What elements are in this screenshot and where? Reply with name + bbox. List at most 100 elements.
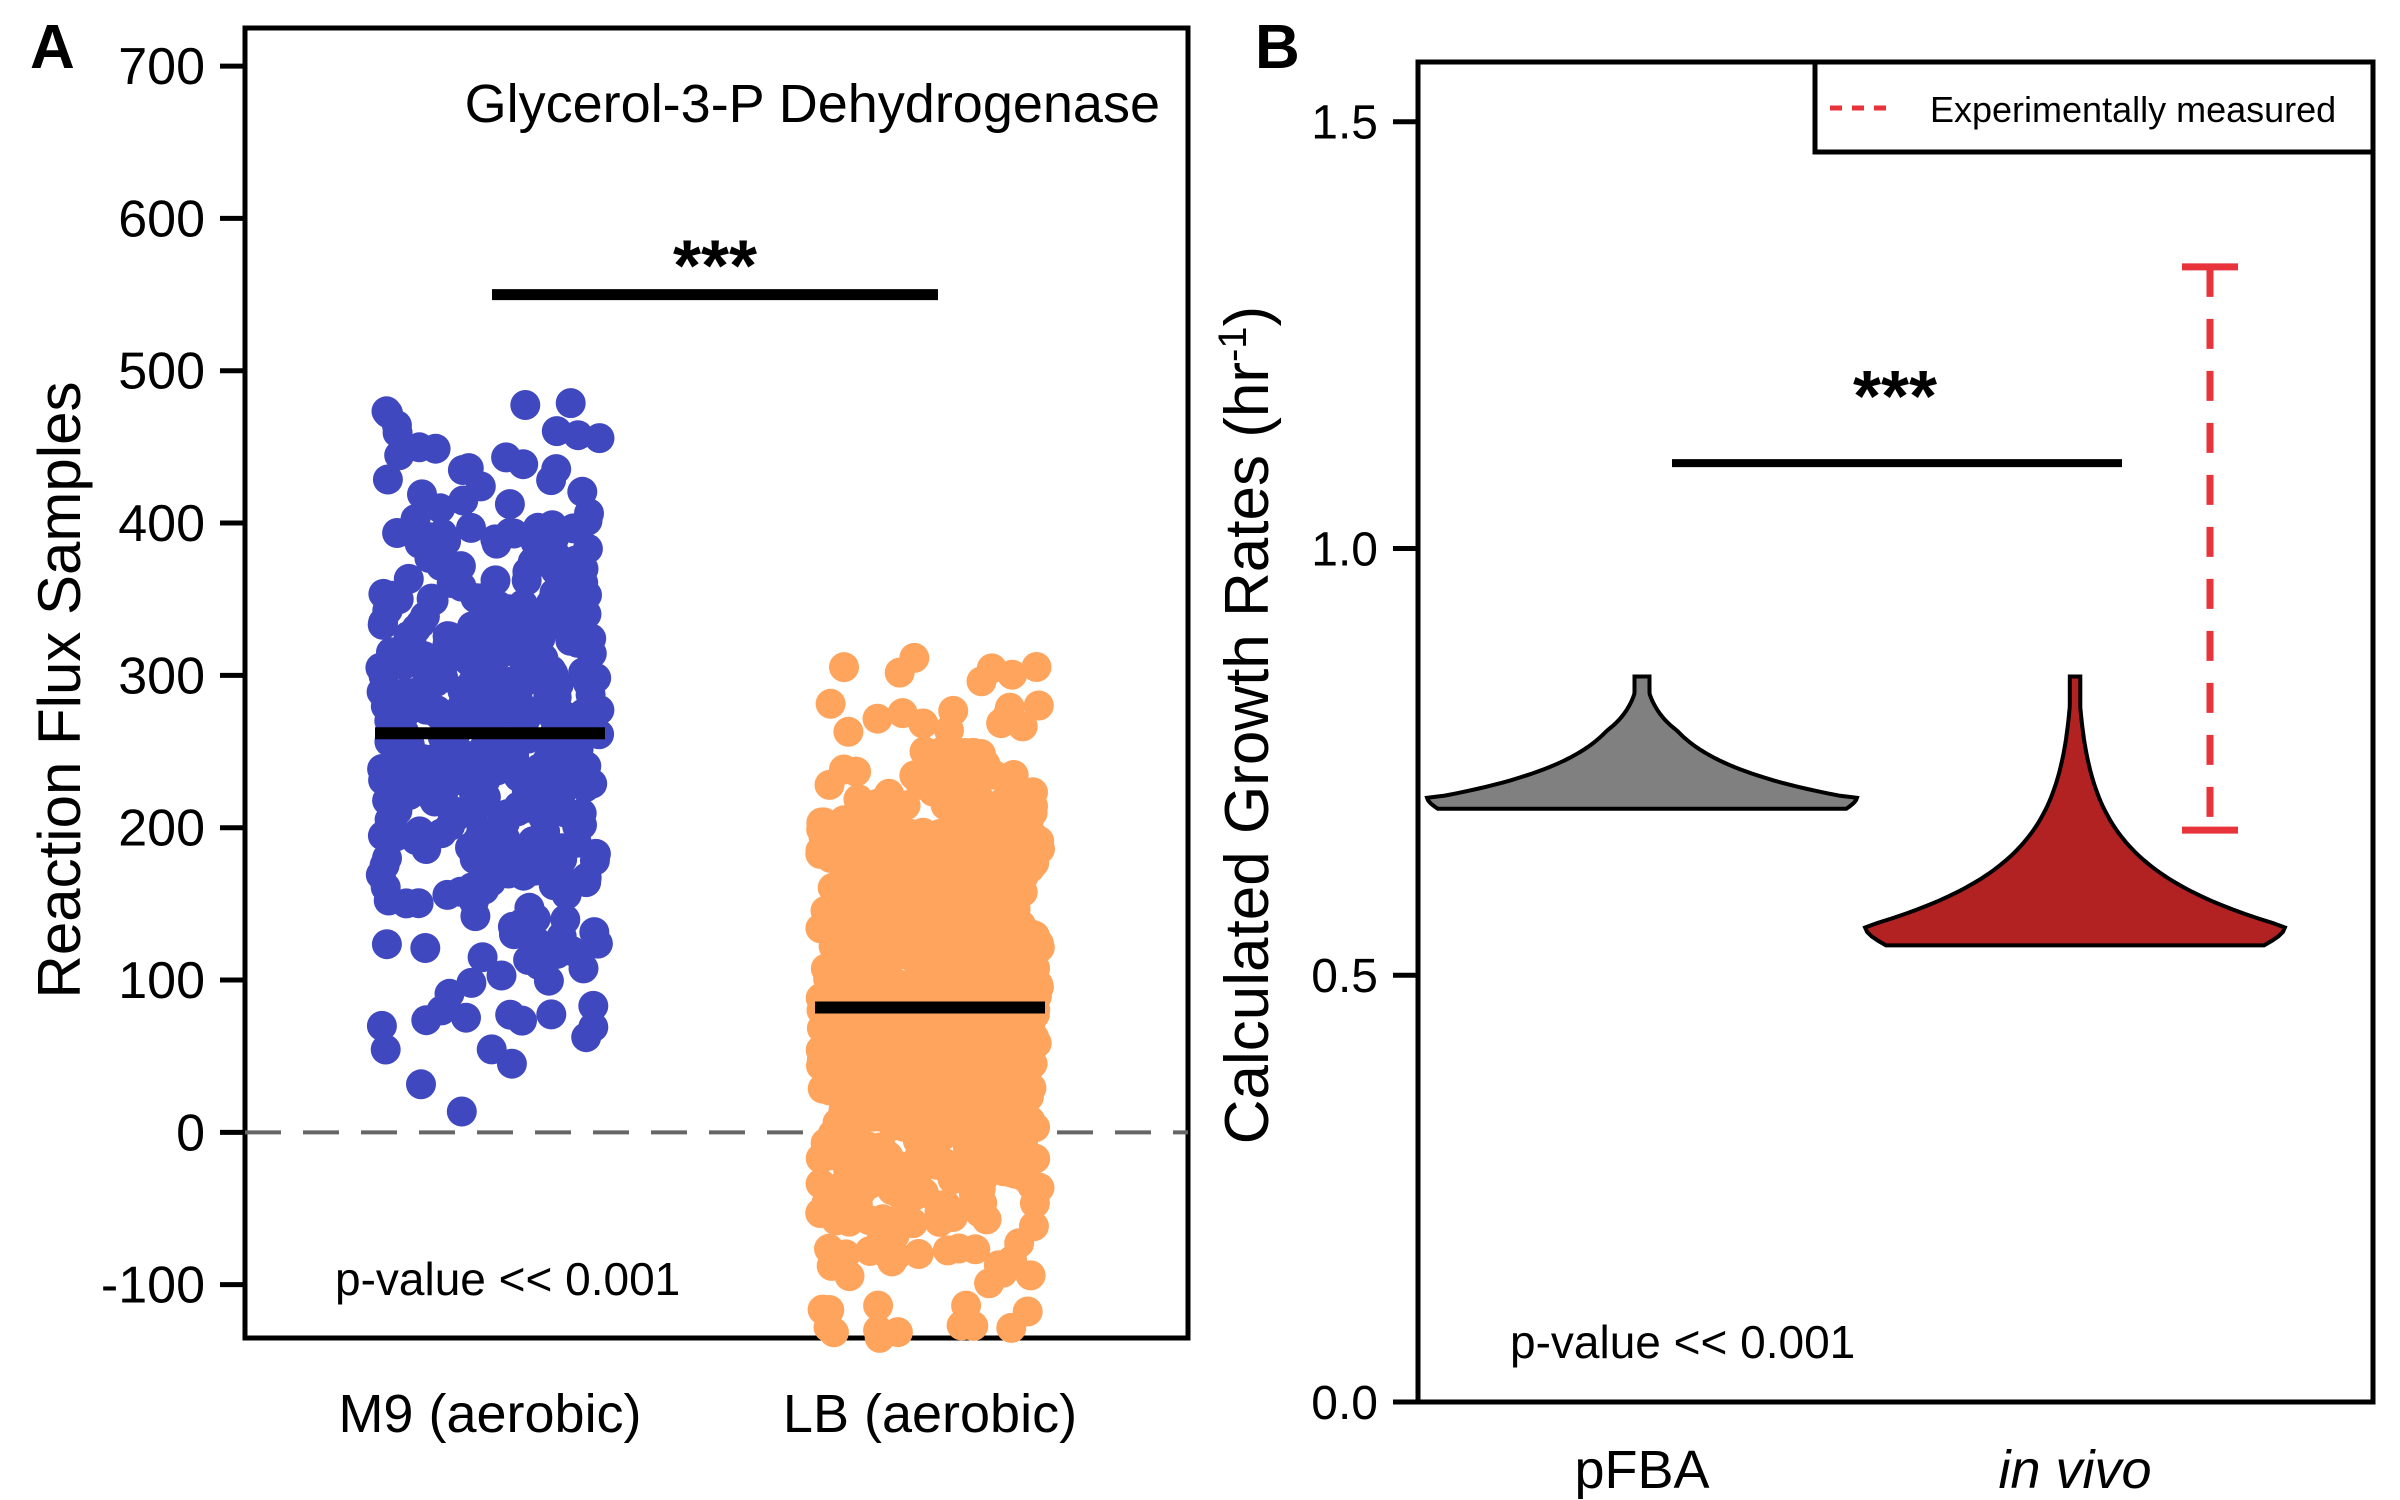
data-point xyxy=(903,1239,934,1269)
data-point xyxy=(486,960,517,991)
data-point xyxy=(914,1032,945,1063)
data-point xyxy=(465,471,496,502)
data-point xyxy=(831,861,862,892)
panel-a-points xyxy=(365,388,1055,1353)
data-point xyxy=(498,919,529,950)
data-point xyxy=(432,879,463,910)
data-point xyxy=(1018,791,1048,822)
panel-a-means xyxy=(375,727,1045,1014)
data-point xyxy=(462,661,493,692)
data-point xyxy=(507,1005,537,1036)
y-tick-label: -100 xyxy=(101,1257,205,1315)
data-point xyxy=(432,756,463,787)
data-point xyxy=(567,476,598,507)
data-point xyxy=(517,546,548,577)
experimental-range xyxy=(2182,263,2238,834)
data-point xyxy=(961,837,992,868)
y-tick-label: 0.0 xyxy=(1311,1377,1378,1430)
panel-b-letter: B xyxy=(1255,13,1300,82)
panel-a-ylabel: Reaction Flux Samples xyxy=(26,382,93,999)
data-point xyxy=(573,668,603,699)
y-tick-label: 1.0 xyxy=(1311,523,1378,576)
data-point xyxy=(893,836,924,867)
data-point xyxy=(997,810,1028,841)
data-point xyxy=(531,789,561,820)
data-point xyxy=(420,433,451,464)
data-point xyxy=(572,533,603,564)
data-point xyxy=(533,965,564,996)
panel-b-significance-stars: *** xyxy=(1853,357,1937,437)
panel-b-violins xyxy=(1424,674,2288,948)
violin-pfba xyxy=(1424,674,1860,811)
data-point xyxy=(584,423,615,454)
data-point xyxy=(418,585,449,616)
data-point xyxy=(942,1060,973,1091)
panel-b-y-axis: 0.0 0.5 1.0 1.5 xyxy=(1311,97,1418,1430)
y-tick-label: 1.5 xyxy=(1311,97,1378,150)
data-point xyxy=(406,1069,436,1100)
data-point xyxy=(950,738,981,768)
data-point xyxy=(814,1295,845,1325)
data-point xyxy=(482,755,513,786)
panel-a-letter: A xyxy=(30,13,75,82)
data-point xyxy=(996,1312,1027,1343)
data-point xyxy=(880,814,911,844)
data-point xyxy=(882,1317,913,1348)
data-point xyxy=(833,1154,864,1185)
data-point xyxy=(836,962,867,993)
data-point xyxy=(852,1131,883,1162)
violin-in-vivo xyxy=(1862,674,2288,948)
data-point xyxy=(465,683,496,714)
data-point xyxy=(901,917,932,948)
data-point xyxy=(897,1083,928,1114)
data-point xyxy=(828,1107,859,1138)
data-point xyxy=(814,769,845,800)
data-point xyxy=(510,390,541,420)
panel-a-frame xyxy=(242,25,1191,1341)
data-point xyxy=(536,999,567,1030)
data-point xyxy=(568,953,599,984)
data-point xyxy=(972,919,1003,950)
data-point xyxy=(863,1290,894,1321)
data-point xyxy=(483,816,514,847)
data-point xyxy=(371,929,402,960)
data-point xyxy=(366,1010,397,1041)
data-point xyxy=(365,859,396,890)
x-category-label: LB (aerobic) xyxy=(783,1384,1077,1444)
data-point xyxy=(582,928,613,959)
y-tick-label: 100 xyxy=(118,952,205,1010)
y-tick-label: 300 xyxy=(118,647,205,705)
data-point xyxy=(513,696,544,727)
panel-a-y-axis: -100 0 100 200 300 400 500 600 700 xyxy=(101,38,245,1315)
data-point xyxy=(403,888,434,919)
data-point xyxy=(822,1021,853,1052)
data-point xyxy=(909,882,940,913)
legend-label: Experimentally measured xyxy=(1930,89,2336,130)
data-point xyxy=(1004,1228,1035,1259)
data-point xyxy=(396,624,427,655)
panel-b-ylabel: Calculated Growth Rates (hr-1) xyxy=(1211,306,1282,1144)
panel-b-frame xyxy=(1415,59,2376,1405)
x-category-label: M9 (aerobic) xyxy=(338,1384,641,1444)
data-point xyxy=(862,788,893,819)
data-point xyxy=(895,972,926,1003)
data-point xyxy=(373,885,404,916)
data-point xyxy=(810,907,841,937)
data-point xyxy=(372,595,403,626)
data-point xyxy=(901,1168,932,1199)
y-tick-label: 600 xyxy=(118,190,205,248)
data-point xyxy=(1012,1028,1043,1059)
data-point xyxy=(1008,1130,1039,1161)
data-point xyxy=(456,512,486,543)
data-point xyxy=(959,959,990,990)
data-point xyxy=(966,666,997,697)
x-category-label: pFBA xyxy=(1574,1440,1709,1500)
data-point xyxy=(829,652,859,683)
y-tick-label: 200 xyxy=(118,800,205,858)
x-category-label: in vivo xyxy=(1998,1440,2151,1500)
data-point xyxy=(541,454,572,485)
data-point xyxy=(578,1012,609,1043)
data-point xyxy=(1015,1260,1046,1291)
data-point xyxy=(994,777,1025,808)
